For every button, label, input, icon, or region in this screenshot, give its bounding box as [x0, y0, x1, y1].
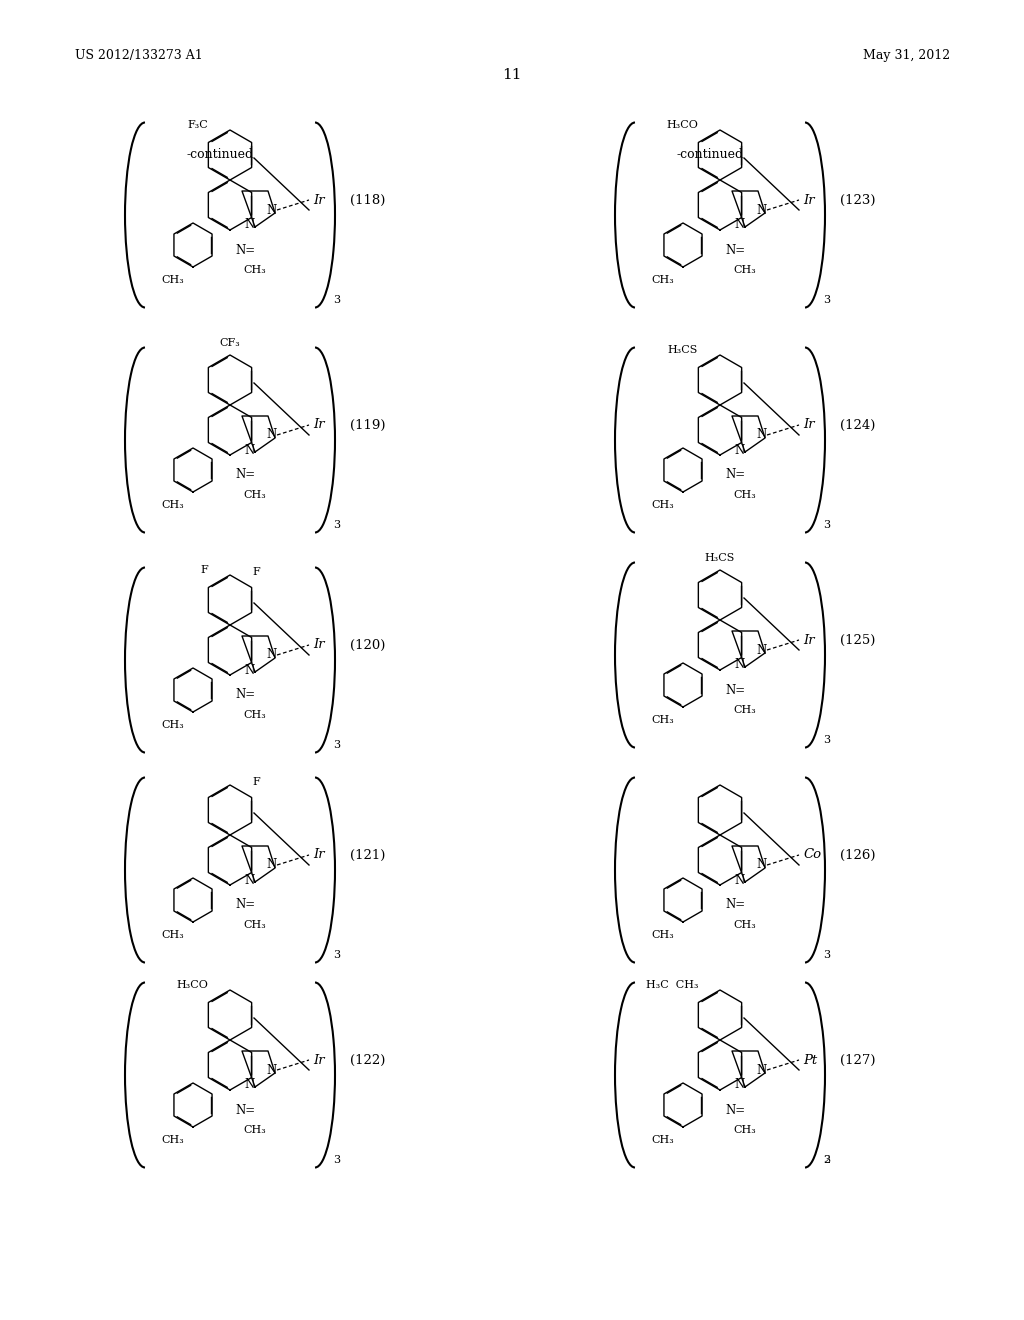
- Text: CH₃: CH₃: [651, 500, 675, 510]
- Text: CH₃: CH₃: [244, 710, 266, 719]
- Text: -continued: -continued: [677, 149, 743, 161]
- Text: N=: N=: [234, 899, 255, 912]
- Text: 3: 3: [823, 294, 830, 305]
- Text: US 2012/133273 A1: US 2012/133273 A1: [75, 49, 203, 62]
- Text: (121): (121): [350, 849, 385, 862]
- Text: N=: N=: [234, 1104, 255, 1117]
- Text: 3: 3: [333, 741, 340, 750]
- Text: 3: 3: [823, 520, 830, 531]
- Text: N: N: [245, 874, 255, 887]
- Text: N: N: [735, 659, 745, 672]
- Text: Ir: Ir: [313, 849, 325, 862]
- Text: CH₃: CH₃: [733, 490, 757, 500]
- Text: N=: N=: [234, 243, 255, 256]
- Text: N: N: [735, 1078, 745, 1092]
- Text: H₃CS: H₃CS: [668, 345, 698, 355]
- Text: Co: Co: [803, 849, 821, 862]
- Text: H₃CO: H₃CO: [176, 979, 208, 990]
- Text: Ir: Ir: [803, 634, 815, 647]
- Text: N: N: [267, 429, 278, 441]
- Text: N: N: [735, 874, 745, 887]
- Text: 2: 2: [823, 1155, 830, 1166]
- Text: 2: 2: [823, 1155, 830, 1166]
- Text: CH₃: CH₃: [162, 275, 184, 285]
- Text: CH₃: CH₃: [244, 1125, 266, 1135]
- Text: 11: 11: [502, 69, 522, 82]
- Text: 3: 3: [333, 1155, 340, 1166]
- Text: N=: N=: [725, 684, 745, 697]
- Text: CH₃: CH₃: [651, 931, 675, 940]
- Text: CH₃: CH₃: [162, 719, 184, 730]
- Text: N: N: [245, 444, 255, 457]
- Text: CH₃: CH₃: [162, 500, 184, 510]
- Text: CH₃: CH₃: [162, 1135, 184, 1144]
- Text: N=: N=: [234, 689, 255, 701]
- Text: -continued: -continued: [186, 149, 254, 161]
- Text: (122): (122): [350, 1053, 385, 1067]
- Text: (127): (127): [840, 1053, 876, 1067]
- Text: Pt: Pt: [803, 1053, 817, 1067]
- Text: Ir: Ir: [313, 194, 325, 206]
- Text: (123): (123): [840, 194, 876, 206]
- Text: N: N: [245, 219, 255, 231]
- Text: (118): (118): [350, 194, 385, 206]
- Text: CH₃: CH₃: [244, 920, 266, 931]
- Text: Ir: Ir: [313, 418, 325, 432]
- Text: N: N: [267, 648, 278, 661]
- Text: CH₃: CH₃: [733, 265, 757, 275]
- Text: F: F: [201, 565, 208, 576]
- Text: N: N: [757, 203, 767, 216]
- Text: CH₃: CH₃: [244, 265, 266, 275]
- Text: N: N: [757, 429, 767, 441]
- Text: N: N: [735, 444, 745, 457]
- Text: Ir: Ir: [313, 1053, 325, 1067]
- Text: 3: 3: [333, 294, 340, 305]
- Text: Ir: Ir: [803, 194, 815, 206]
- Text: Ir: Ir: [803, 418, 815, 432]
- Text: N=: N=: [725, 899, 745, 912]
- Text: Ir: Ir: [313, 639, 325, 652]
- Text: N: N: [245, 1078, 255, 1092]
- Text: (126): (126): [840, 849, 876, 862]
- Text: 3: 3: [333, 520, 340, 531]
- Text: N: N: [757, 1064, 767, 1077]
- Text: CH₃: CH₃: [244, 490, 266, 500]
- Text: H₃CS: H₃CS: [705, 553, 735, 564]
- Text: (120): (120): [350, 639, 385, 652]
- Text: CF₃: CF₃: [219, 338, 241, 348]
- Text: F: F: [252, 568, 260, 577]
- Text: CH₃: CH₃: [651, 275, 675, 285]
- Text: CH₃: CH₃: [162, 931, 184, 940]
- Text: H₃C  CH₃: H₃C CH₃: [645, 979, 698, 990]
- Text: N: N: [735, 219, 745, 231]
- Text: N: N: [757, 644, 767, 656]
- Text: (124): (124): [840, 418, 876, 432]
- Text: N: N: [245, 664, 255, 676]
- Text: 3: 3: [823, 950, 830, 960]
- Text: N: N: [267, 858, 278, 871]
- Text: F: F: [252, 777, 260, 787]
- Text: N: N: [757, 858, 767, 871]
- Text: 3: 3: [823, 735, 830, 744]
- Text: H₃CO: H₃CO: [667, 120, 698, 129]
- Text: N: N: [267, 1064, 278, 1077]
- Text: N=: N=: [725, 1104, 745, 1117]
- Text: CH₃: CH₃: [651, 1135, 675, 1144]
- Text: CH₃: CH₃: [733, 920, 757, 931]
- Text: 3: 3: [333, 950, 340, 960]
- Text: (119): (119): [350, 418, 385, 432]
- Text: N: N: [267, 203, 278, 216]
- Text: CH₃: CH₃: [733, 705, 757, 715]
- Text: N=: N=: [725, 469, 745, 482]
- Text: (125): (125): [840, 634, 876, 647]
- Text: N=: N=: [234, 469, 255, 482]
- Text: May 31, 2012: May 31, 2012: [863, 49, 950, 62]
- Text: N=: N=: [725, 243, 745, 256]
- Text: F₃C: F₃C: [187, 120, 208, 129]
- Text: CH₃: CH₃: [733, 1125, 757, 1135]
- Text: 3: 3: [823, 1155, 830, 1166]
- Text: CH₃: CH₃: [651, 715, 675, 725]
